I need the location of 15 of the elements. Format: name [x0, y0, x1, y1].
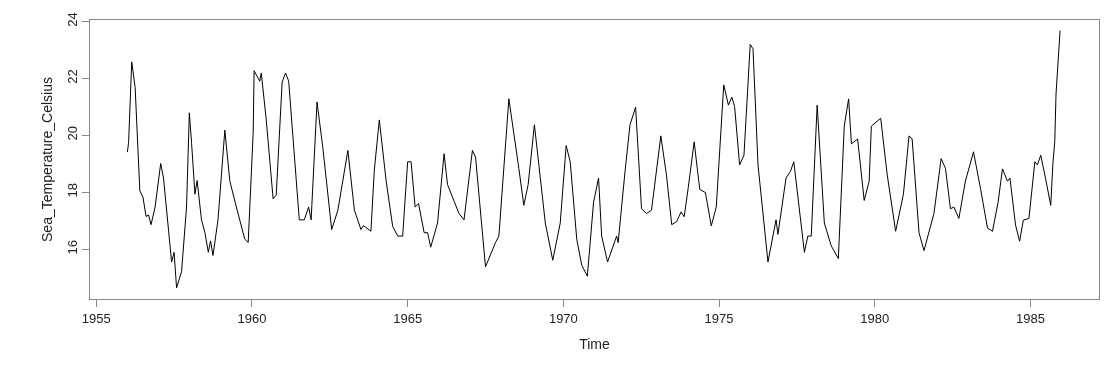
x-tick-label: 1975	[704, 310, 734, 326]
x-tick-label: 1955	[81, 310, 111, 326]
x-tick-label: 1960	[237, 310, 267, 326]
y-tick-label: 22	[64, 69, 80, 84]
y-tick-label: 16	[64, 240, 80, 255]
x-axis-title: Time	[579, 335, 611, 352]
y-tick-label: 20	[64, 126, 80, 141]
x-tick-label: 1970	[548, 310, 578, 326]
x-tick-label: 1985	[1016, 310, 1045, 326]
x-tick-label: 1965	[393, 310, 423, 326]
y-tick-label: 24	[64, 12, 80, 27]
line-series	[126, 30, 1061, 289]
x-tick-label: 1980	[860, 310, 890, 326]
y-axis-title: Sea_Temperature_Celsius	[39, 77, 56, 242]
y-tick-label: 18	[64, 183, 80, 198]
